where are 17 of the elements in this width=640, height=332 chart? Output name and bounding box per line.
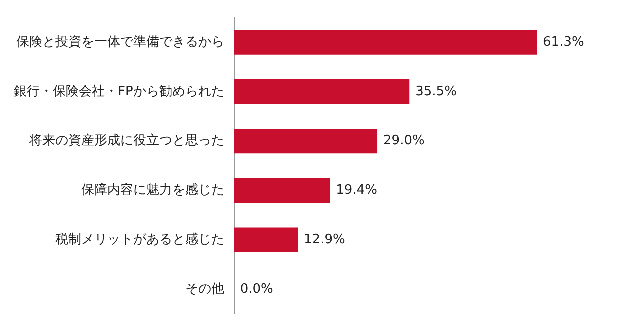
y-tick-label: 保険と投資を一体で準備できるから xyxy=(16,34,224,50)
bar xyxy=(234,228,298,252)
y-tick-label: 税制メリットがあると感じた xyxy=(55,232,224,248)
bar xyxy=(234,80,410,104)
y-tick-label: 将来の資産形成に役立つと思った xyxy=(28,132,224,149)
y-tick-label: その他 xyxy=(185,282,224,297)
data-label: 29.0% xyxy=(384,134,425,149)
bar xyxy=(234,30,538,55)
bar xyxy=(234,178,330,204)
data-label: 61.3% xyxy=(543,34,584,50)
y-tick-label: 保障内容に魅力を感じた xyxy=(81,182,224,198)
data-label: 35.5% xyxy=(416,84,457,100)
data-label: 19.4% xyxy=(336,183,378,198)
data-label: 0.0% xyxy=(240,282,274,297)
y-tick-label: 銀行・保険会社・FPから勧められた xyxy=(14,84,224,100)
data-label: 12.9% xyxy=(304,232,346,248)
bar xyxy=(234,128,378,154)
